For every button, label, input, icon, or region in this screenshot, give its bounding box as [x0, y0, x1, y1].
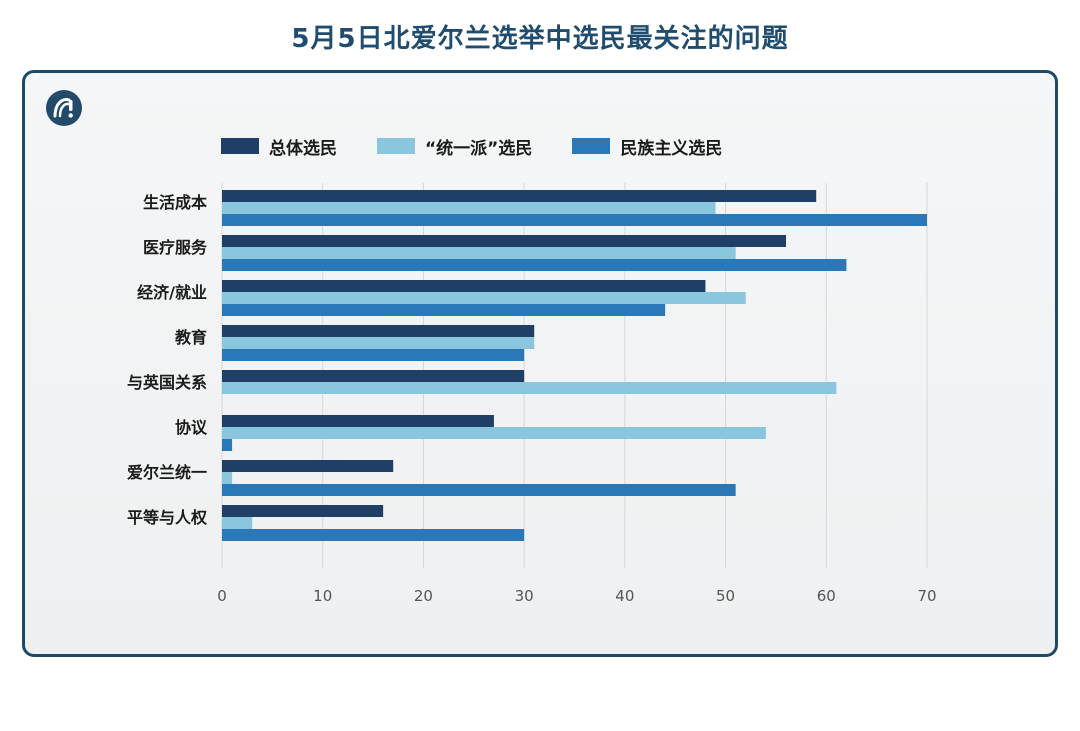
bar [222, 484, 736, 496]
legend-swatch [377, 138, 415, 154]
bar [222, 505, 384, 517]
legend-label: 民族主义选民 [620, 138, 723, 159]
legend-label: “统一派”选民 [425, 138, 533, 159]
x-tick-label: 50 [716, 587, 735, 605]
bar [222, 427, 766, 439]
x-tick-label: 10 [313, 587, 332, 605]
bar [222, 439, 233, 451]
bar [222, 337, 535, 349]
bar [222, 517, 253, 529]
x-tick-label: 40 [615, 587, 634, 605]
bar [222, 349, 525, 361]
category-label: 医疗服务 [143, 238, 208, 257]
brand-logo-icon [46, 90, 82, 126]
x-tick-label: 0 [217, 587, 227, 605]
category-label: 爱尔兰统一 [127, 463, 207, 482]
category-label: 平等与人权 [127, 508, 208, 527]
bar [222, 259, 847, 271]
x-tick-label: 70 [917, 587, 936, 605]
bar [222, 292, 746, 304]
legend-swatch [572, 138, 611, 154]
legend-swatch [221, 138, 259, 154]
x-tick-label: 20 [414, 587, 433, 605]
bar [222, 190, 817, 202]
chart-legend: 总体选民 “统一派”选民 民族主义选民 [221, 133, 722, 159]
category-label: 生活成本 [143, 193, 207, 212]
legend-item: 民族主义选民 [572, 134, 722, 159]
chart-card: 总体选民 “统一派”选民 民族主义选民 0 10 20 30 40 50 60 70 生活成本医疗服… [22, 70, 1058, 657]
bar-chart: 0 10 20 30 40 50 60 70 生活成本医疗服务经济/就业教育与英国关系协议爱尔兰… [127, 183, 937, 605]
category-label: 与英国关系 [127, 373, 207, 392]
legend-item: 总体选民 [221, 134, 337, 159]
x-tick-label: 30 [515, 587, 534, 605]
legend-item: “统一派”选民 [377, 134, 532, 159]
bar [222, 529, 525, 541]
bar [222, 235, 786, 247]
bar [222, 370, 525, 382]
page-title: 5月5日北爱尔兰选举中选民最关注的问题 [291, 24, 789, 54]
bar [222, 304, 666, 316]
bar [222, 247, 736, 259]
bar [222, 202, 716, 214]
bar [222, 280, 706, 292]
bar [222, 325, 535, 337]
category-label: 教育 [175, 328, 207, 347]
bar [222, 214, 927, 226]
category-label: 经济/就业 [137, 283, 207, 302]
bar [222, 472, 233, 484]
legend-label: 总体选民 [269, 138, 337, 159]
bar [222, 460, 394, 472]
x-tick-label: 60 [817, 587, 836, 605]
bar [222, 382, 837, 394]
bar [222, 415, 494, 427]
category-label: 协议 [175, 418, 208, 437]
